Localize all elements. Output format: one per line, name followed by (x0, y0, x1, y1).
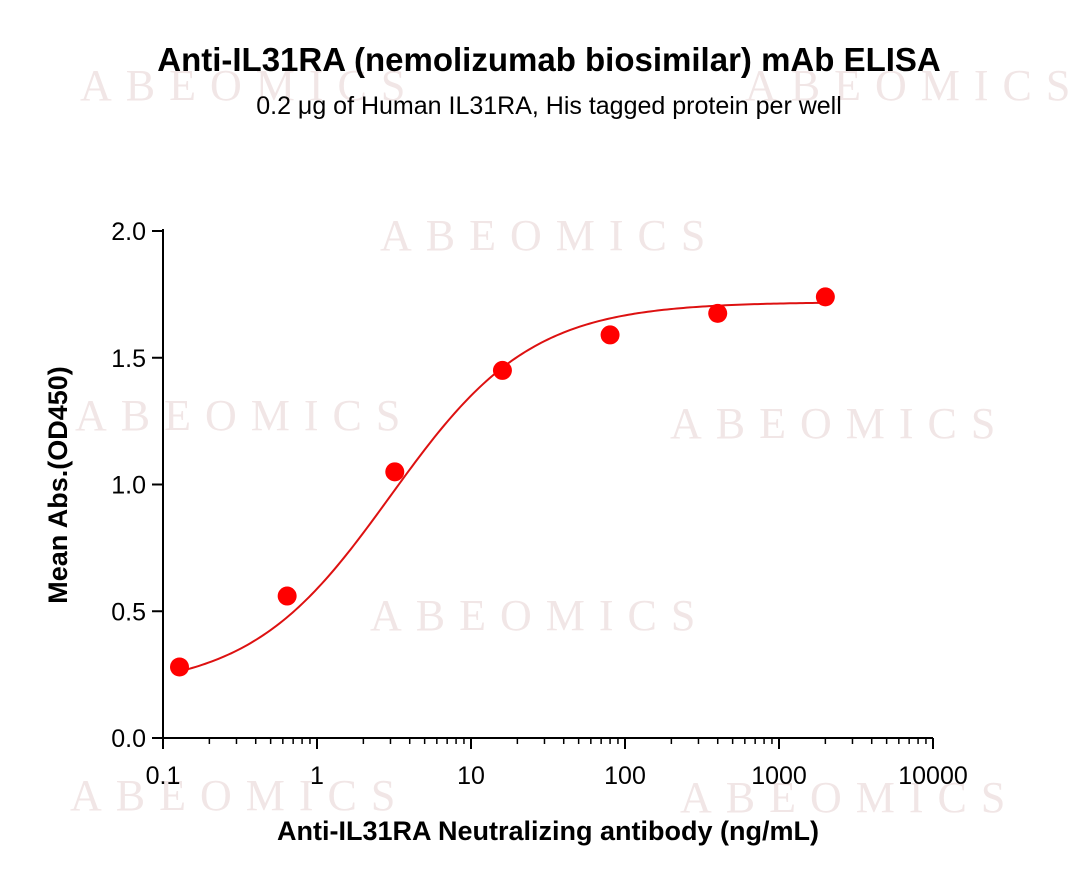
y-tick-label: 0.5 (111, 598, 146, 626)
watermark-text: ABEOMICS (80, 61, 419, 110)
y-tick-label: 0.0 (111, 725, 146, 753)
data-point (492, 360, 512, 380)
watermark-text: ABEOMICS (75, 391, 414, 440)
x-tick-label: 100 (604, 762, 646, 790)
chart-subtitle: 0.2 μg of Human IL31RA, His tagged prote… (256, 92, 842, 120)
watermark-text: ABEOMICS (70, 771, 409, 820)
x-tick-label: 10 (457, 762, 485, 790)
data-point (385, 462, 405, 482)
data-point (815, 287, 835, 307)
y-tick-label: 1.0 (111, 472, 146, 500)
x-tick-label: 1 (310, 762, 324, 790)
data-point (708, 303, 728, 323)
watermark-text: ABEOMICS (380, 211, 719, 260)
y-tick-label: 1.5 (111, 345, 146, 373)
ticks: 0.0 0.5 1.0 1.5 2.0 0.1 1 10 100 1000 10000 (111, 218, 968, 790)
x-tick-label: 1000 (751, 762, 807, 790)
data-point (277, 586, 297, 606)
y-axis-label: Mean Abs.(OD450) (43, 366, 73, 604)
x-axis-label: Anti-IL31RA Neutralizing antibody (ng/mL… (277, 816, 819, 846)
watermark-text: ABEOMICS (745, 61, 1072, 110)
data-point (600, 325, 620, 345)
chart-title: Anti-IL31RA (nemolizumab biosimilar) mAb… (157, 41, 941, 78)
watermark-text: ABEOMICS (670, 399, 1009, 448)
watermark-layer: ABEOMICS ABEOMICS ABEOMICS ABEOMICS ABEOMICS… (70, 61, 1072, 822)
axes (162, 229, 933, 739)
data-point (170, 657, 190, 677)
watermark-text: ABEOMICS (680, 773, 1019, 822)
data-points (170, 287, 835, 677)
x-tick-label: 10000 (898, 762, 968, 790)
y-tick-label: 2.0 (111, 218, 146, 246)
x-tick-label: 0.1 (146, 762, 181, 790)
watermark-text: ABEOMICS (370, 591, 709, 640)
